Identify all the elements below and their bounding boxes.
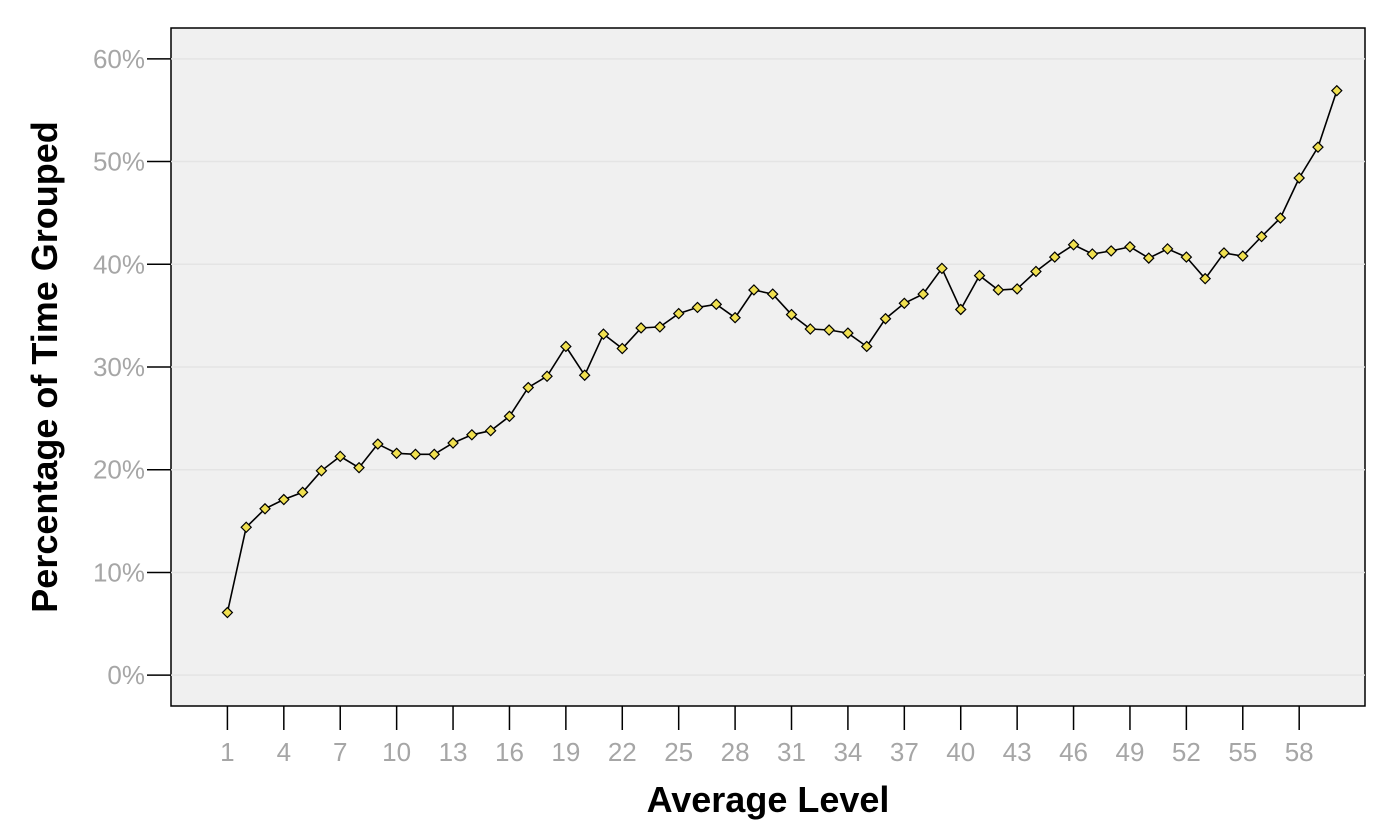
- data-point-marker: [1011, 283, 1023, 295]
- data-point-marker: [1048, 251, 1061, 263]
- x-tick-label: 19: [551, 737, 580, 767]
- data-point-marker: [578, 369, 591, 382]
- data-point-marker: [315, 464, 328, 477]
- x-tick-label: 16: [495, 737, 524, 767]
- data-point-marker: [1218, 247, 1230, 259]
- data-point-marker: [710, 298, 723, 311]
- y-tick-label: 60%: [93, 44, 145, 74]
- y-tick-label: 10%: [93, 557, 145, 587]
- data-point-marker: [371, 438, 384, 450]
- y-tick-label: 20%: [93, 455, 145, 485]
- data-point-marker: [484, 424, 497, 437]
- data-point-marker: [1161, 243, 1174, 255]
- x-tick-label: 37: [890, 737, 919, 767]
- x-tick-label: 46: [1059, 737, 1088, 767]
- y-tick-label: 50%: [93, 147, 145, 177]
- data-point-marker: [503, 410, 516, 423]
- x-tick-label: 4: [277, 737, 291, 767]
- x-tick-label: 49: [1115, 737, 1144, 767]
- data-point-marker: [691, 301, 704, 314]
- x-tick-label: 58: [1285, 737, 1314, 767]
- data-point-marker: [804, 323, 817, 335]
- data-point-marker: [390, 447, 403, 460]
- data-point-marker: [1199, 272, 1212, 285]
- x-tick-label: 52: [1172, 737, 1201, 767]
- gridlines: [171, 58, 1365, 676]
- data-point-marker: [334, 450, 347, 463]
- x-tick-label: 40: [946, 737, 975, 767]
- data-point-marker: [447, 437, 459, 449]
- data-point-marker: [1293, 172, 1306, 184]
- data-point-marker: [409, 448, 422, 461]
- data-point-marker: [1067, 238, 1080, 251]
- x-tick-label: 25: [664, 737, 693, 767]
- data-point-marker: [1142, 252, 1155, 264]
- data-point-marker: [823, 324, 835, 336]
- y-axis-title: Percentage of Time Grouped: [24, 121, 65, 612]
- data-point-marker: [898, 297, 911, 310]
- x-tick-label: 13: [439, 737, 468, 767]
- data-point-marker: [1030, 265, 1042, 278]
- x-tick-label: 7: [333, 737, 347, 767]
- data-point-marker: [766, 288, 779, 300]
- data-point-marker: [560, 340, 572, 353]
- data-point-marker: [240, 521, 253, 534]
- data-point-marker: [635, 322, 647, 334]
- data-point-marker: [616, 342, 629, 355]
- data-series: [221, 84, 1343, 619]
- data-point-marker: [748, 284, 760, 296]
- x-tick-label: 31: [777, 737, 806, 767]
- x-tick-label: 34: [833, 737, 862, 767]
- x-tick-label: 10: [382, 737, 411, 767]
- data-point-marker: [1180, 251, 1193, 263]
- data-point-marker: [277, 493, 290, 506]
- data-point-marker: [860, 340, 873, 353]
- data-point-marker: [1124, 240, 1136, 253]
- x-axis-title: Average Level: [647, 779, 890, 820]
- data-point-marker: [428, 448, 441, 461]
- x-tick-label: 43: [1003, 737, 1032, 767]
- data-point-marker: [842, 327, 854, 339]
- data-point-marker: [729, 311, 741, 324]
- data-point-marker: [1086, 248, 1099, 260]
- data-point-marker: [259, 502, 271, 515]
- y-tick-label: 30%: [93, 352, 145, 382]
- y-tick-label: 40%: [93, 249, 145, 279]
- data-point-marker: [597, 328, 610, 340]
- axes: 0% 10% 20% 30% 40% 50% 60% 1 4 7 10 13 16 19 22 25 28 31 3…: [93, 44, 1314, 767]
- data-point-marker: [785, 308, 798, 321]
- data-point-marker: [1330, 84, 1343, 97]
- x-tick-label: 55: [1228, 737, 1257, 767]
- data-point-marker: [954, 303, 967, 316]
- data-point-marker: [1274, 212, 1287, 224]
- data-point-marker: [296, 486, 309, 499]
- data-point-marker: [522, 381, 535, 394]
- data-point-marker: [973, 269, 986, 282]
- data-point-marker: [917, 288, 929, 300]
- data-point-marker: [879, 312, 892, 325]
- data-point-marker: [1255, 230, 1268, 243]
- data-point-marker: [1312, 141, 1324, 154]
- x-tick-label: 28: [721, 737, 750, 767]
- data-point-marker: [353, 461, 365, 474]
- data-point-marker: [992, 284, 1005, 296]
- x-tick-label: 22: [608, 737, 637, 767]
- x-tick-label: 1: [220, 737, 234, 767]
- data-point-marker: [672, 307, 685, 320]
- data-point-marker: [1105, 245, 1118, 257]
- data-point-marker: [936, 262, 948, 275]
- y-tick-label: 0%: [107, 660, 145, 690]
- data-point-marker: [654, 321, 666, 333]
- data-point-marker: [466, 428, 478, 441]
- data-point-marker: [221, 606, 234, 619]
- data-point-marker: [541, 370, 553, 383]
- data-point-marker: [1236, 250, 1249, 262]
